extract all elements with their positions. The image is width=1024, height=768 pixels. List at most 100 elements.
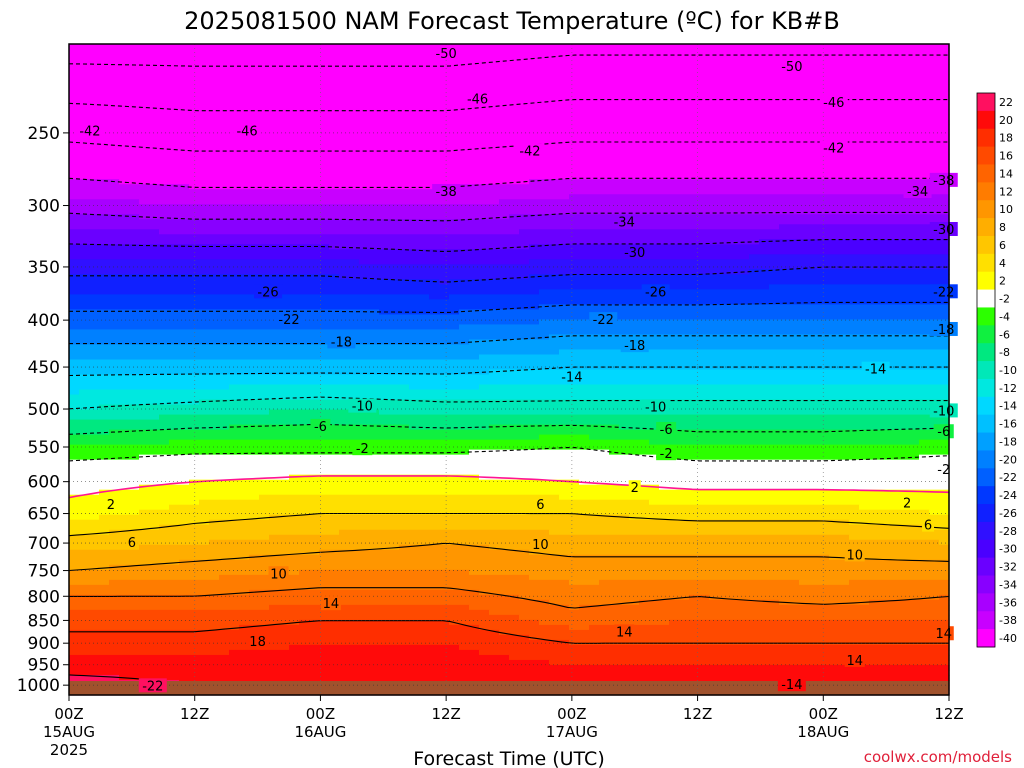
temperature-cell [69, 574, 220, 581]
temperature-cell [139, 509, 930, 516]
contour-label: -22 [278, 313, 299, 328]
temperature-cell [69, 594, 520, 601]
temperature-cell [69, 409, 270, 416]
temperature-cell [69, 384, 230, 391]
colorbar-label: -14 [999, 400, 1017, 413]
temperature-cell [919, 439, 950, 446]
temperature-cell [199, 399, 950, 406]
temperature-cell [69, 89, 950, 95]
temperature-cell [69, 314, 950, 321]
temperature-cell [69, 119, 950, 125]
contour-label: -18 [933, 323, 954, 338]
temperature-cell [179, 559, 950, 566]
temperature-cell [69, 479, 190, 486]
colorbar-label: -34 [999, 578, 1017, 591]
colorbar-swatch [977, 557, 995, 577]
contour-label: 6 [128, 536, 136, 551]
temperature-cell [829, 554, 950, 561]
contour-label: -14 [781, 678, 802, 693]
temperature-cell [69, 584, 950, 591]
temperature-cell [69, 494, 260, 501]
temperature-cell [919, 454, 950, 461]
temperature-cell [169, 439, 650, 446]
contour-label-background [463, 91, 492, 106]
contour-label: -30 [624, 246, 645, 261]
temperature-cell [639, 599, 780, 606]
temperature-cell [449, 279, 950, 285]
temperature-cell [69, 104, 950, 110]
temperature-cell [69, 269, 750, 275]
temperature-cell [69, 539, 210, 546]
colorbar-swatch [977, 450, 995, 469]
temperature-cell [69, 79, 950, 85]
temperature-cell [69, 569, 300, 576]
colorbar-swatch [977, 575, 995, 594]
contour-label-background [777, 677, 806, 692]
y-tick-label: 400 [28, 311, 60, 331]
colorbar-label: -26 [999, 507, 1017, 520]
x-tick-label: 00Z [306, 705, 335, 723]
contour-label-background [247, 633, 268, 648]
colorbar-label: 14 [999, 167, 1013, 180]
contour-label: 10 [532, 538, 549, 553]
temperature-cell [69, 294, 430, 300]
colorbar-label: -40 [999, 632, 1017, 645]
temperature-cell [549, 599, 640, 606]
colorbar-label: -16 [999, 418, 1017, 431]
colorbar-swatch [977, 396, 995, 416]
y-tick-label: 750 [28, 562, 60, 582]
temperature-cell [549, 659, 950, 666]
temperature-cell [229, 649, 480, 656]
temperature-cell [119, 674, 950, 681]
temperature-cell [69, 399, 200, 406]
temperature-cell [519, 594, 690, 601]
temperature-cell [139, 199, 500, 205]
temperature-cell [189, 479, 580, 486]
x-tick-date: 17AUG [546, 723, 598, 741]
colorbar-swatch [977, 468, 995, 487]
temperature-cell [69, 464, 950, 471]
colorbar-label: 22 [999, 96, 1013, 109]
contour-label: -34 [614, 215, 635, 230]
temperature-cell [249, 589, 480, 596]
colorbar-label: -22 [999, 471, 1017, 484]
contour-label: -46 [823, 96, 844, 111]
temperature-cell [69, 404, 100, 411]
temperature-cell [69, 334, 550, 341]
contour-label: 18 [249, 635, 266, 650]
temperature-cell [69, 319, 540, 326]
colorbar-swatch [977, 146, 995, 165]
credit-link[interactable]: coolwx.com/models [864, 748, 1012, 766]
temperature-cell [109, 564, 950, 571]
temperature-cell [249, 554, 830, 561]
temperature-cell [69, 59, 950, 65]
contour-label: -46 [236, 124, 257, 139]
temperature-cell [539, 619, 670, 626]
temperature-cell [939, 594, 950, 601]
temperature-cell [459, 324, 950, 331]
temperature-cell [69, 609, 490, 616]
temperature-cell [69, 169, 950, 175]
temperature-cell [749, 254, 950, 260]
temperature-cell [69, 114, 950, 120]
temperature-cell [509, 654, 950, 661]
temperature-cell [69, 219, 950, 225]
temperature-cell [69, 279, 440, 285]
temperature-cell [849, 579, 950, 586]
temperature-cell [69, 394, 950, 401]
temperature-cell [559, 349, 950, 356]
temperature-cell [499, 629, 950, 636]
contour-label-background [233, 123, 262, 138]
temperature-cell [69, 644, 290, 651]
colorbar-label: -4 [999, 310, 1010, 323]
contour-label-background [138, 678, 167, 693]
colorbar-swatch [977, 110, 995, 130]
colorbar-label: -10 [999, 364, 1017, 377]
temperature-cell [69, 519, 210, 526]
temperature-cell [69, 474, 290, 481]
temperature-cell [69, 544, 140, 551]
y-tick-label: 600 [28, 473, 60, 493]
temperature-cell [139, 454, 660, 461]
contour-label: 14 [616, 625, 633, 640]
